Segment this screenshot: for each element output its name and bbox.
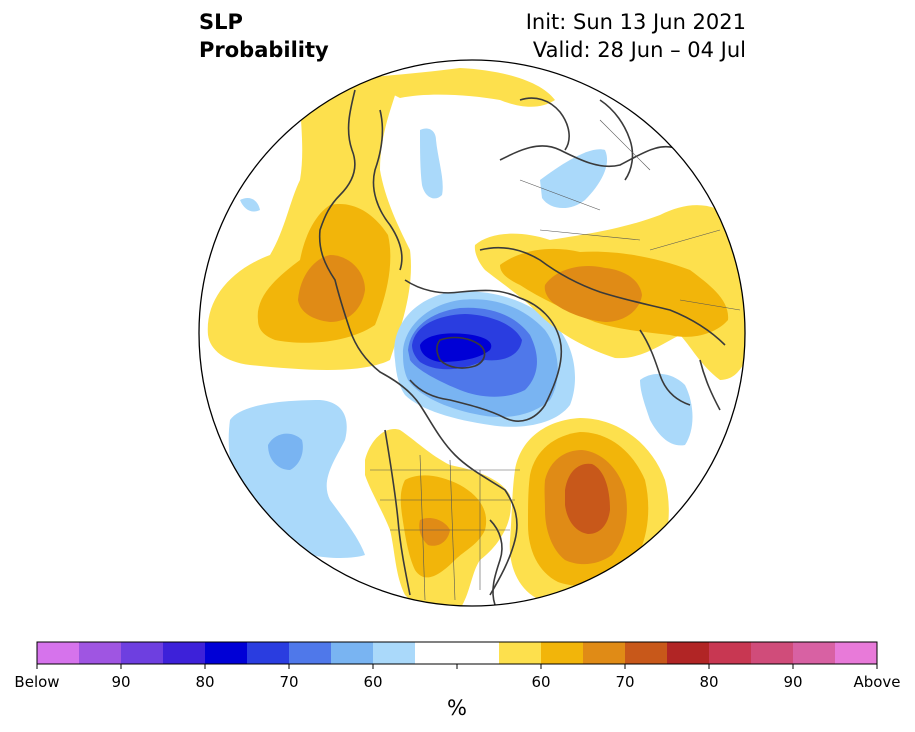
colorbar-label: Above [853,673,900,691]
colorbar-cell [541,642,584,664]
political-borders [370,119,741,601]
polar-map [198,59,746,607]
region-north-pacific-above [207,68,555,370]
colorbar-label: 90 [111,673,130,691]
colorbar-cell [625,642,668,664]
colorbar-cell [289,642,332,664]
colorbar-label: 90 [783,673,802,691]
colorbar-cell [163,642,206,664]
colorbar-unit: % [447,696,467,720]
valid-period: Valid: 28 Jun – 04 Jul [532,38,746,62]
colorbar: Below 90 80 70 60 60 70 80 90 Above % [14,641,901,720]
colorbar-cell [415,642,458,664]
colorbar-ticks [36,664,878,669]
title-probability: Probability [199,38,329,62]
colorbar-cell [373,642,416,664]
colorbar-cell [793,642,836,664]
init-date: Init: Sun 13 Jun 2021 [525,10,746,34]
colorbar-cell [331,642,374,664]
colorbar-cell [583,642,626,664]
colorbar-cell [667,642,710,664]
region-arctic-below [394,128,608,427]
colorbar-cell [835,642,878,664]
colorbar-label: 70 [615,673,634,691]
colorbar-label: 60 [531,673,550,691]
colorbar-label: 70 [279,673,298,691]
colorbar-cell [247,642,290,664]
colorbar-cells [37,642,878,664]
colorbar-label: 80 [699,673,718,691]
colorbar-cell [79,642,122,664]
chart-title: SLP Probability [199,8,329,64]
colorbar-cell [205,642,248,664]
colorbar-cell [709,642,752,664]
map-border [198,59,746,607]
title-slp: SLP [199,10,243,34]
colorbar-labels: Below 90 80 70 60 60 70 80 90 Above [14,673,900,691]
region-north-america-above [365,429,511,606]
colorbar-label: 80 [195,673,214,691]
colorbar-cell [457,642,500,664]
colorbar-cell [751,642,794,664]
colorbar-cell [499,642,542,664]
colorbar-cell [37,642,80,664]
colorbar-cell [121,642,164,664]
colorbar-label: Below [14,673,59,691]
colorbar-label: 60 [363,673,382,691]
forecast-dates: Init: Sun 13 Jun 2021 Valid: 28 Jun – 04… [526,8,746,64]
